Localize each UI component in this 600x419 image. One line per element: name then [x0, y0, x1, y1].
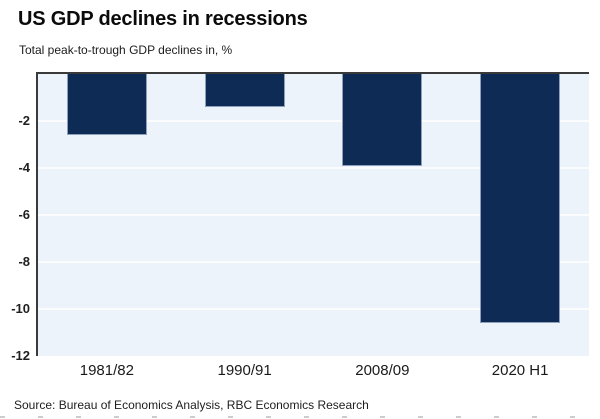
y-axis-labels: -2 -4 -6 -8 -10 -12 — [0, 74, 30, 363]
y-tick-label: -12 — [11, 348, 30, 363]
x-tick-label: 1981/82 — [79, 362, 134, 379]
clipped-text-artifact — [0, 416, 600, 418]
x-axis-labels: 1981/82 1990/91 2008/09 2020 H1 — [38, 362, 589, 379]
plot-area — [36, 72, 589, 356]
gridline — [38, 261, 589, 263]
x-tick-label: 2008/09 — [355, 362, 410, 379]
gridline — [38, 308, 589, 310]
bar-1990-91 — [204, 74, 285, 107]
y-tick-label: -6 — [18, 207, 30, 222]
y-tick-label: -10 — [11, 301, 30, 316]
gridline — [38, 120, 589, 122]
source-note: Source: Bureau of Economics Analysis, RB… — [14, 398, 369, 412]
x-tick-label: 2020 H1 — [491, 362, 549, 379]
bar-2020-h1 — [480, 74, 561, 324]
y-tick-label: -4 — [18, 160, 30, 175]
x-tick-label: 1990/91 — [217, 362, 272, 379]
gridline — [38, 167, 589, 169]
y-tick-label: -2 — [18, 113, 30, 128]
gridline — [38, 214, 589, 216]
bar-1981-82 — [66, 74, 147, 136]
bar-2008-09 — [342, 74, 423, 166]
chart-subtitle: Total peak-to-trough GDP declines in, % — [19, 43, 233, 57]
chart-title: US GDP declines in recessions — [18, 8, 308, 30]
y-tick-label: -8 — [18, 254, 30, 269]
